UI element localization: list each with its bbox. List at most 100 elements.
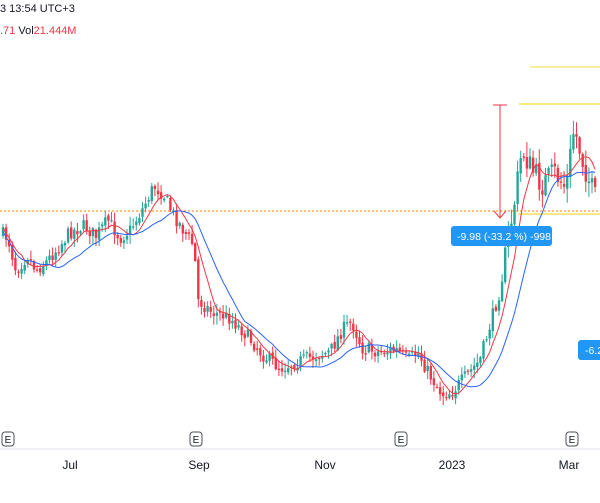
- candle-body: [262, 355, 265, 362]
- range-measure-tag: [451, 226, 552, 246]
- earnings-marker: [394, 431, 408, 447]
- candle-body: [535, 165, 538, 174]
- range-measure-arrow: [493, 210, 507, 219]
- moving-averages-layer: [2, 156, 596, 395]
- candle-body: [57, 252, 60, 254]
- x-tick-label: Mar: [559, 458, 580, 472]
- candle-body: [361, 342, 364, 354]
- candle-body: [76, 231, 79, 235]
- candle-body: [454, 391, 457, 399]
- candle-body: [562, 184, 566, 187]
- candle-body: [376, 351, 380, 356]
- candle-body: [451, 394, 454, 397]
- candle-body: [104, 217, 107, 226]
- candle-body: [395, 348, 398, 352]
- candles-layer: [1, 120, 597, 406]
- candle-body: [283, 370, 287, 372]
- candle-body: [119, 237, 122, 243]
- candle-body: [26, 259, 29, 265]
- candle-body: [321, 355, 324, 359]
- candle-body: [11, 245, 14, 260]
- candle-body: [135, 221, 138, 226]
- candle-body: [246, 329, 250, 337]
- candle-body: [181, 224, 184, 234]
- candle-body: [367, 343, 370, 353]
- candle-body: [101, 224, 104, 227]
- candle-body: [194, 243, 197, 261]
- candle-body: [97, 227, 101, 240]
- candle-body: [268, 353, 271, 361]
- candle-body: [206, 306, 209, 312]
- earnings-marker-label: E: [193, 435, 200, 446]
- candle-body: [575, 134, 578, 137]
- ma-slow-line: [2, 171, 596, 388]
- candle-body: [45, 260, 48, 266]
- candle-body: [175, 209, 178, 227]
- candle-body: [94, 229, 98, 238]
- candle-body: [491, 308, 494, 331]
- candle-body: [82, 220, 85, 230]
- candle-body: [91, 228, 95, 237]
- candle-body: [435, 386, 439, 389]
- candle-body: [252, 343, 256, 351]
- candle-body: [352, 323, 355, 331]
- candle-body: [218, 311, 222, 313]
- candle-body: [190, 233, 194, 244]
- candle-body: [513, 204, 516, 225]
- candle-body: [29, 259, 33, 261]
- candle-body: [197, 259, 200, 300]
- candle-body: [566, 175, 569, 189]
- candle-body: [172, 210, 175, 212]
- candle-body: [311, 356, 315, 360]
- candle-body: [48, 255, 51, 261]
- candle-body: [330, 343, 333, 349]
- candle-body: [237, 325, 240, 328]
- candle-body: [85, 220, 88, 232]
- candle-body: [525, 157, 529, 169]
- price-tag-label: -6.2: [585, 345, 600, 357]
- candle-body: [544, 175, 547, 196]
- candle-body: [488, 329, 491, 339]
- candle-body: [404, 351, 408, 353]
- candle-body: [184, 231, 188, 234]
- candle-body: [221, 313, 225, 319]
- candle-body: [243, 333, 246, 339]
- candle-body: [70, 227, 73, 239]
- candle-body: [203, 308, 206, 313]
- candle-body: [305, 352, 308, 354]
- candle-body: [345, 322, 349, 324]
- candle-body: [519, 158, 522, 174]
- candle-body: [522, 156, 525, 158]
- candle-body: [497, 300, 501, 311]
- candle-body: [466, 370, 470, 372]
- candle-body: [107, 215, 110, 221]
- candle-body: [287, 368, 290, 373]
- candle-body: [280, 368, 284, 372]
- candle-body: [60, 244, 64, 253]
- x-tick-label: Nov: [314, 458, 335, 472]
- candle-body: [417, 352, 420, 358]
- earnings-marker-label: E: [398, 435, 405, 446]
- candle-body: [426, 365, 429, 371]
- candle-body: [293, 365, 296, 369]
- candle-body: [141, 208, 144, 217]
- candle-body: [308, 353, 312, 357]
- earnings-marker-label: E: [569, 435, 576, 446]
- candle-body: [42, 266, 45, 275]
- candle-body: [457, 380, 460, 391]
- candle-body: [389, 348, 392, 353]
- candle-body: [249, 330, 253, 343]
- earnings-marker: [565, 431, 579, 447]
- candle-body: [364, 353, 367, 355]
- candle-body: [538, 163, 541, 190]
- candle-body: [482, 341, 485, 359]
- datetime-text: 3 13:54 UTC+3: [0, 3, 75, 15]
- candle-body: [572, 134, 575, 150]
- candle-body: [516, 171, 519, 205]
- candle-body: [460, 374, 463, 381]
- candle-body: [125, 235, 129, 240]
- candle-body: [150, 186, 153, 202]
- x-tick-label: Sep: [188, 458, 210, 472]
- candle-body: [463, 371, 467, 374]
